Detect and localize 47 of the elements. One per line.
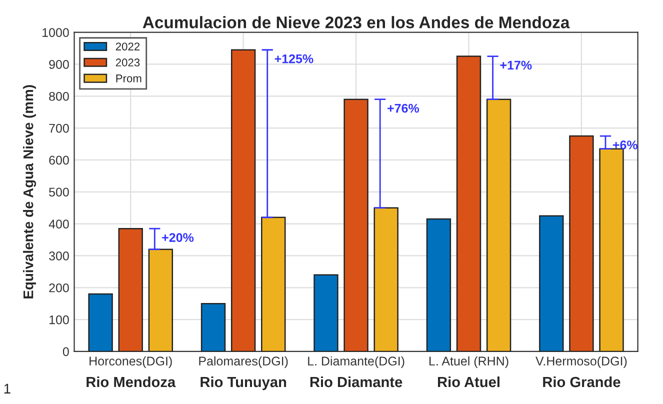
text: 1 [4,384,10,394]
x-tick-label: L. Atuel (RHN) [429,356,508,368]
bar [486,98,512,352]
y-tick-label: 1000 [42,28,69,37]
x-tick-label: V.Hermoso(DGI) [536,356,627,368]
annotation: +20% [162,233,194,242]
y-tick-label: 300 [49,252,69,260]
x-tick-label: Palomares(DGI) [199,356,288,368]
bar [230,49,256,352]
bar [118,228,143,352]
y-tick-label: 700 [49,124,69,133]
text: Rio Tunuyan [200,376,286,390]
y-tick-label: 200 [49,283,69,292]
bar [261,216,286,352]
bar [426,218,452,352]
annotation: +6% [612,140,638,150]
text: Rio Grande [543,376,620,388]
annotation: +125% [274,54,314,64]
bar [344,98,368,352]
y-tick-label: 100 [49,315,69,324]
bar [599,148,624,352]
bar [539,215,564,352]
bar [456,56,482,352]
bar [314,274,338,352]
y-tick-label: 500 [49,188,69,197]
x-tick-label: L. Diamante(DGI) [308,356,404,368]
y-tick-label: 600 [49,156,69,165]
legend-label: 2023 [116,58,140,66]
legend-label: 2022 [116,42,140,50]
legend-label: Prom [116,74,142,82]
bar [148,248,174,352]
annotation: +76% [388,104,420,113]
y-tick-label: 0 [62,347,69,356]
x-tick-label: Horcones(DGI) [90,356,172,368]
text: Rio Diamante [310,376,402,388]
bar [88,293,113,352]
bar [569,135,594,352]
bar [200,302,226,352]
y-tick-label: 900 [49,60,69,69]
text: Rio Mendoza [86,376,176,388]
text: Rio Atuel [438,376,500,388]
bar [374,207,398,352]
y-axis-title: Equivalente de Agua Nieve (mm) [23,85,36,298]
chart-title: Acumulacion de Nieve 2023 en los Andes de Mendoza [142,16,570,28]
annotation: +17% [500,60,532,70]
y-tick-label: 800 [49,92,69,101]
y-tick-label: 400 [48,220,69,228]
